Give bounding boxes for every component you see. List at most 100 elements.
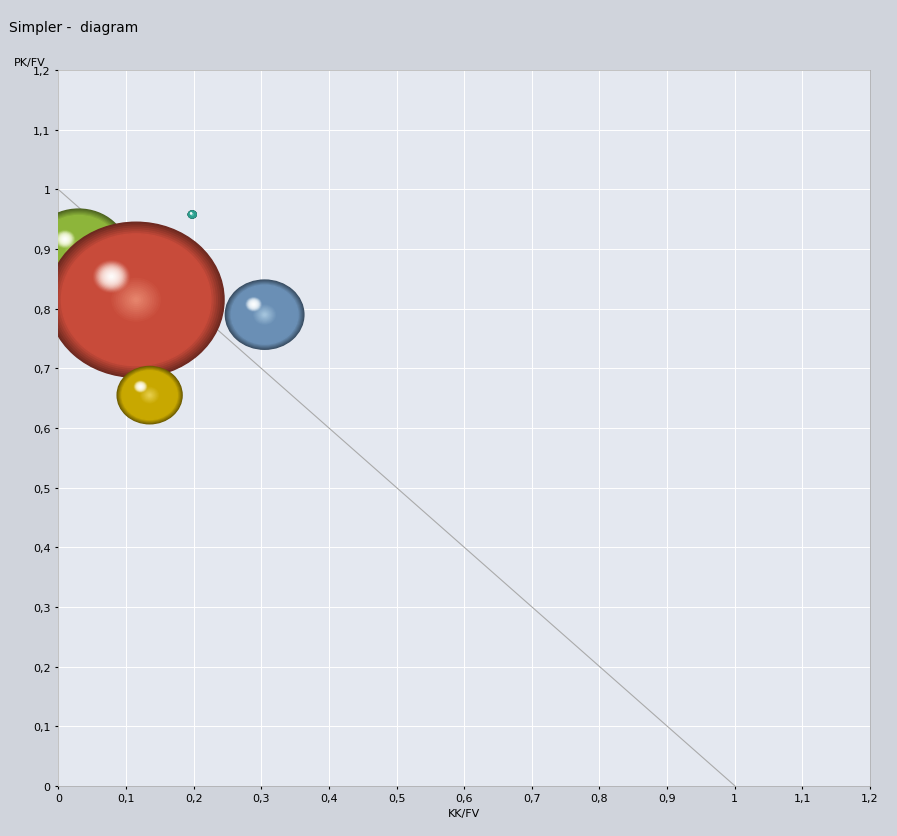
Circle shape	[248, 300, 259, 310]
Circle shape	[140, 386, 142, 388]
Circle shape	[144, 390, 155, 400]
Circle shape	[134, 381, 147, 393]
Circle shape	[59, 235, 71, 245]
Circle shape	[97, 266, 176, 335]
Circle shape	[33, 213, 124, 293]
Circle shape	[234, 288, 295, 342]
Circle shape	[191, 215, 193, 216]
Circle shape	[127, 293, 145, 308]
Circle shape	[105, 272, 118, 283]
Circle shape	[251, 303, 257, 308]
Circle shape	[189, 212, 196, 218]
Circle shape	[229, 283, 300, 347]
Circle shape	[244, 297, 285, 334]
Circle shape	[141, 388, 159, 404]
Circle shape	[263, 314, 266, 317]
Circle shape	[36, 215, 121, 290]
Circle shape	[249, 301, 258, 309]
Circle shape	[39, 218, 118, 287]
Circle shape	[104, 270, 119, 284]
Circle shape	[41, 220, 117, 286]
Circle shape	[190, 214, 194, 217]
Circle shape	[191, 214, 194, 217]
Circle shape	[192, 215, 193, 216]
Circle shape	[192, 215, 193, 216]
Circle shape	[71, 247, 86, 259]
Circle shape	[233, 288, 296, 343]
Circle shape	[63, 239, 94, 267]
Circle shape	[189, 212, 196, 218]
Circle shape	[126, 375, 173, 416]
Circle shape	[120, 370, 179, 421]
Circle shape	[65, 238, 206, 362]
Circle shape	[117, 283, 156, 318]
Circle shape	[190, 214, 194, 217]
Circle shape	[135, 384, 163, 408]
Circle shape	[56, 232, 74, 248]
Circle shape	[118, 369, 180, 423]
Circle shape	[144, 390, 156, 401]
Circle shape	[77, 252, 80, 254]
Circle shape	[60, 237, 97, 269]
Circle shape	[119, 370, 179, 422]
Circle shape	[53, 227, 220, 374]
Circle shape	[65, 241, 92, 264]
Circle shape	[190, 213, 192, 215]
Circle shape	[251, 303, 278, 328]
Circle shape	[49, 227, 108, 278]
Circle shape	[138, 385, 161, 405]
Circle shape	[190, 213, 192, 215]
Circle shape	[134, 298, 138, 303]
Circle shape	[57, 233, 72, 246]
Circle shape	[45, 222, 113, 283]
Circle shape	[188, 212, 196, 218]
Circle shape	[261, 312, 268, 319]
Circle shape	[114, 281, 158, 319]
Circle shape	[47, 225, 110, 281]
Circle shape	[121, 287, 152, 314]
Circle shape	[108, 275, 165, 325]
Circle shape	[135, 383, 164, 409]
Circle shape	[227, 283, 302, 348]
Circle shape	[68, 241, 205, 360]
Circle shape	[64, 238, 66, 241]
Circle shape	[136, 385, 162, 407]
Circle shape	[232, 287, 297, 344]
Circle shape	[190, 213, 192, 215]
Circle shape	[238, 292, 292, 339]
Circle shape	[35, 214, 122, 291]
Circle shape	[257, 309, 272, 321]
Circle shape	[262, 313, 267, 318]
Circle shape	[189, 213, 195, 217]
Circle shape	[66, 242, 91, 263]
Circle shape	[103, 272, 169, 329]
Circle shape	[258, 310, 271, 320]
Circle shape	[236, 290, 293, 340]
Circle shape	[70, 242, 202, 359]
Circle shape	[136, 384, 144, 391]
Circle shape	[74, 246, 197, 354]
Circle shape	[231, 285, 299, 345]
Circle shape	[118, 368, 181, 424]
Circle shape	[250, 302, 257, 308]
Circle shape	[67, 243, 90, 263]
Circle shape	[133, 380, 167, 410]
Circle shape	[235, 289, 294, 341]
Circle shape	[127, 376, 171, 415]
Circle shape	[191, 214, 194, 217]
Circle shape	[256, 308, 274, 323]
Circle shape	[50, 225, 222, 376]
Circle shape	[95, 263, 128, 292]
Circle shape	[135, 383, 145, 391]
Circle shape	[32, 212, 125, 293]
Circle shape	[118, 367, 182, 425]
Circle shape	[59, 232, 213, 368]
Circle shape	[144, 391, 154, 400]
Circle shape	[188, 212, 196, 218]
Circle shape	[135, 382, 146, 392]
Circle shape	[62, 237, 96, 268]
Circle shape	[134, 381, 166, 410]
Circle shape	[139, 386, 142, 389]
Circle shape	[50, 228, 107, 278]
Circle shape	[248, 301, 282, 330]
